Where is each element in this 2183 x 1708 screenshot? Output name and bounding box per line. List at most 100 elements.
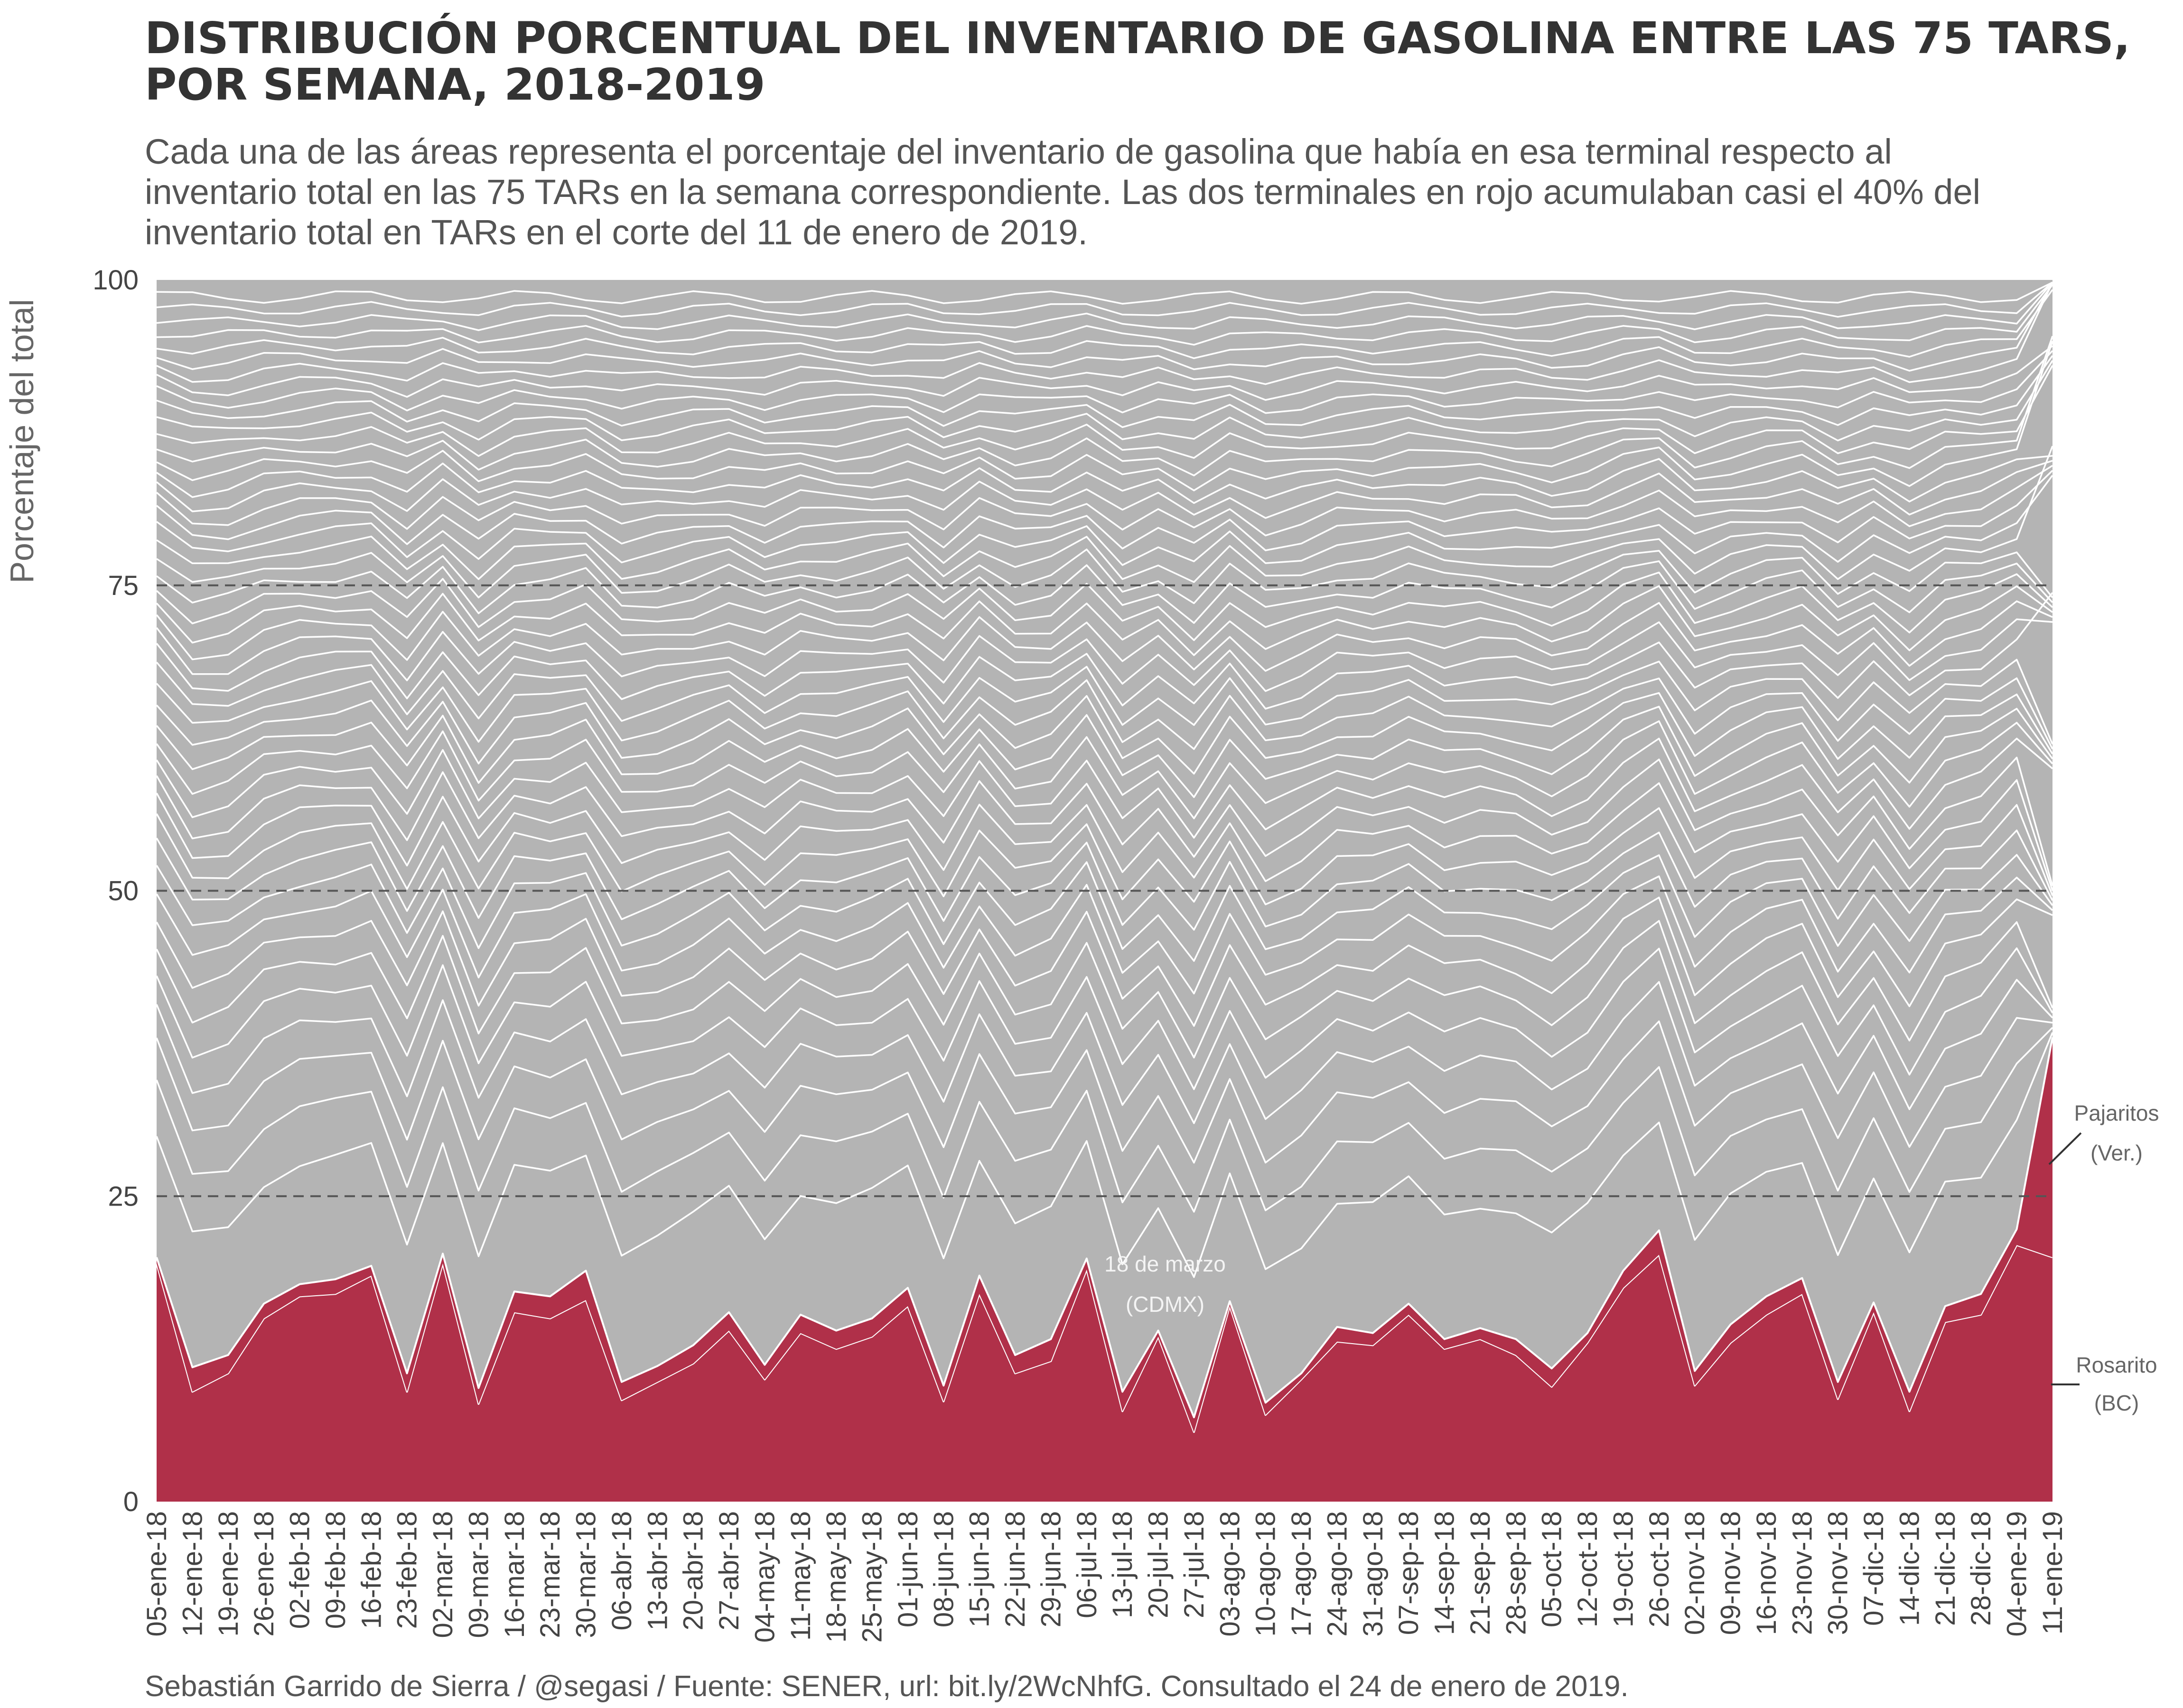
terminal-boundary-line: [156, 355, 2053, 428]
x-tick-label: 20-jul-18: [1143, 1511, 1174, 1618]
x-tick-label: 24-ago-18: [1322, 1511, 1353, 1636]
other-terminal-boundaries: [156, 281, 2053, 1278]
annotation-18-de-marzo: 18 de marzo (CDMX): [1104, 1252, 1226, 1317]
terminal-boundary-line: [156, 829, 2053, 931]
x-tick-label: 09-nov-18: [1716, 1511, 1746, 1635]
x-tick-label: 09-mar-18: [463, 1511, 494, 1638]
x-tick-label: 07-sep-18: [1393, 1511, 1424, 1635]
series-area-rosarito: [157, 1245, 2052, 1502]
highlight-series: [156, 1037, 2053, 1502]
x-tick-label: 16-nov-18: [1751, 1511, 1782, 1635]
terminal-boundary-line: [156, 464, 2053, 537]
terminal-boundary-line: [156, 920, 2053, 1058]
annotation-18-de-marzo-line-1: 18 de marzo: [1104, 1252, 1226, 1276]
x-tick-label: 26-oct-18: [1644, 1511, 1675, 1627]
x-tick-label: 07-dic-18: [1858, 1511, 1889, 1626]
y-axis-label: Porcentaje del total: [3, 299, 40, 583]
x-tick-label: 12-oct-18: [1572, 1511, 1603, 1627]
x-tick-label: 02-feb-18: [285, 1511, 316, 1629]
terminal-boundary-line: [156, 474, 2053, 566]
terminal-boundary-line: [156, 341, 2053, 492]
y-tick-label: 75: [108, 570, 139, 601]
annotation-pajaritos-leader: [2048, 1132, 2082, 1165]
terminal-boundary-line: [156, 282, 2053, 385]
x-tick-label: 21-dic-18: [1930, 1511, 1961, 1626]
terminal-boundary-line: [156, 455, 2053, 504]
x-tick-label: 27-jul-18: [1179, 1511, 1210, 1618]
x-tick-label: 05-oct-18: [1537, 1511, 1567, 1627]
terminal-boundary-line: [156, 896, 2053, 1027]
x-tick-label: 06-jul-18: [1072, 1511, 1102, 1618]
chart-title-line-1: DISTRIBUCIÓN PORCENTUAL DEL INVENTARIO D…: [145, 12, 2130, 64]
chart-subtitle-line-2: inventario total en las 75 TARs en la se…: [145, 172, 1980, 212]
x-tick-label: 15-jun-18: [964, 1511, 995, 1627]
series-line-pajaritos: [156, 1037, 2053, 1419]
annotation-pajaritos: Pajaritos (Ver.): [2048, 1101, 2159, 1165]
x-tick-label: 22-jun-18: [1000, 1511, 1031, 1627]
terminal-boundary-line: [156, 571, 2053, 641]
series-line-rosarito: [156, 1244, 2053, 1433]
terminal-boundary-line: [156, 585, 2053, 656]
annotation-pajaritos-line-2: (Ver.): [2090, 1141, 2143, 1165]
x-tick-label: 23-nov-18: [1787, 1511, 1818, 1635]
x-tick-label: 21-sep-18: [1465, 1511, 1496, 1635]
terminal-boundary-line: [156, 854, 2053, 962]
terminal-boundary-line: [156, 350, 2053, 414]
x-tick-label: 26-ene-18: [249, 1511, 280, 1636]
terminal-boundary-line: [156, 677, 2053, 750]
x-tick-label: 16-feb-18: [356, 1511, 387, 1629]
x-tick-label: 12-ene-18: [177, 1511, 208, 1636]
terminal-boundary-line: [156, 282, 2053, 372]
x-tick-label: 19-oct-18: [1608, 1511, 1639, 1627]
terminal-boundary-line: [156, 1017, 2053, 1164]
x-tick-label: 23-mar-18: [535, 1511, 566, 1638]
terminal-boundary-line: [156, 875, 2053, 994]
x-tick-label: 02-mar-18: [428, 1511, 458, 1638]
y-tick-label: 50: [108, 876, 139, 907]
terminal-boundary-line: [156, 284, 2053, 346]
annotation-pajaritos-line-1: Pajaritos: [2074, 1101, 2159, 1125]
y-axis-ticks: 0 25 50 75 100: [93, 265, 139, 1517]
x-tick-label: 05-ene-18: [141, 1511, 172, 1636]
x-tick-label: 06-abr-18: [606, 1511, 637, 1630]
x-tick-label: 19-ene-18: [213, 1511, 244, 1636]
x-tick-label: 14-sep-18: [1429, 1511, 1460, 1635]
terminal-boundary-line: [156, 737, 2053, 839]
annotation-18-de-marzo-line-2: (CDMX): [1126, 1292, 1204, 1317]
terminal-boundary-line: [156, 460, 2053, 519]
x-tick-label: 23-feb-18: [392, 1511, 423, 1629]
terminal-boundary-line: [156, 360, 2053, 442]
x-tick-label: 25-may-18: [857, 1511, 888, 1643]
terminal-boundary-line: [156, 281, 2053, 305]
x-tick-label: 11-may-18: [785, 1511, 816, 1641]
x-tick-label: 11-ene-19: [2037, 1511, 2068, 1634]
x-tick-label: 13-abr-18: [642, 1511, 673, 1630]
x-tick-label: 14-dic-18: [1894, 1511, 1925, 1626]
x-tick-label: 31-ago-18: [1358, 1511, 1389, 1636]
terminal-boundary-line: [156, 979, 2053, 1124]
x-tick-label: 08-jun-18: [928, 1511, 959, 1627]
x-tick-label: 20-abr-18: [678, 1511, 709, 1630]
y-tick-label: 0: [123, 1486, 139, 1517]
x-tick-label: 02-nov-18: [1679, 1511, 1710, 1635]
terminal-boundary-line: [156, 345, 2053, 401]
x-tick-label: 10-ago-18: [1250, 1511, 1281, 1636]
x-tick-label: 13-jul-18: [1107, 1511, 1138, 1618]
terminal-boundary-line: [156, 756, 2053, 886]
terminal-boundary-line: [156, 365, 2053, 459]
terminal-boundary-line: [156, 470, 2053, 551]
terminal-boundary-line: [156, 289, 2053, 359]
x-tick-label: 04-may-18: [749, 1511, 780, 1643]
x-tick-label: 30-mar-18: [571, 1511, 602, 1638]
terminal-boundary-line: [156, 659, 2053, 745]
terminal-boundary-line: [156, 779, 2053, 891]
y-tick-label: 100: [93, 265, 139, 296]
terminal-boundary-line: [156, 282, 2053, 331]
x-tick-label: 01-jun-18: [893, 1511, 924, 1627]
annotation-rosarito: Rosarito (BC): [2051, 1353, 2157, 1415]
terminal-boundary-line: [156, 1032, 2053, 1278]
terminal-boundary-line: [156, 548, 2053, 604]
x-tick-label: 28-dic-18: [1966, 1511, 1996, 1626]
terminal-boundary-line: [156, 1027, 2053, 1213]
